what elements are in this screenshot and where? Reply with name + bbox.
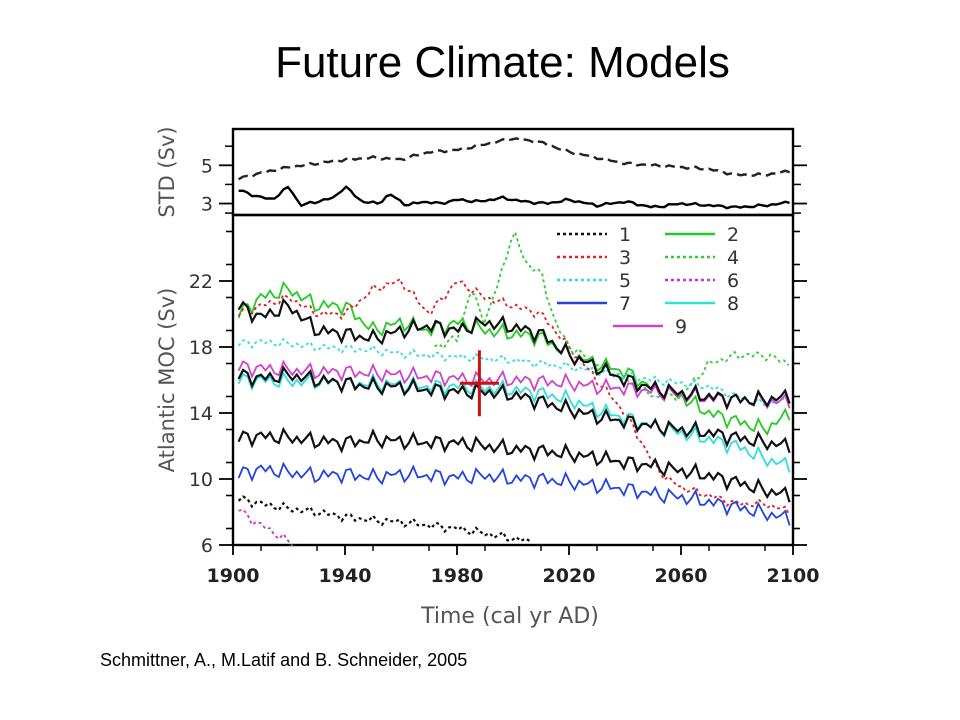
legend-label-8: 8 [727, 293, 739, 315]
moc-series-2 [237, 280, 791, 436]
x-tick-label: 2060 [655, 565, 708, 587]
moc-series-3 [237, 277, 791, 517]
moc-series-9 [237, 359, 791, 411]
x-tick-label: 1900 [207, 565, 260, 587]
y-tick-label: 18 [189, 337, 213, 359]
legend-label-6: 6 [727, 270, 739, 292]
y-tick-label: 22 [189, 271, 213, 293]
bottom-panel-series [237, 229, 791, 547]
top-y-axis-label: STD (Sv) [155, 126, 179, 217]
x-axis-label: Time (cal yr AD) [420, 604, 599, 629]
x-tick-label: 1980 [431, 565, 484, 587]
legend-label-5: 5 [619, 270, 631, 292]
legend-label-2: 2 [727, 224, 739, 246]
legend-label-1: 1 [619, 224, 631, 246]
legend-label-3: 3 [619, 247, 631, 269]
top-panel-series [237, 137, 791, 210]
x-tick-label: 2100 [767, 565, 820, 587]
y-tick-label: 6 [201, 535, 213, 557]
std-series-solid [238, 185, 790, 210]
moc-series-black-11 [237, 426, 791, 503]
top-y-tick-label: 3 [201, 194, 213, 216]
bottom-panel-frame [231, 213, 795, 547]
legend-label-9: 9 [675, 316, 687, 338]
moc-series-5 [237, 337, 791, 409]
moc-series-1 [237, 495, 531, 543]
x-tick-label: 1940 [319, 565, 372, 587]
bottom-y-axis-label: Atlantic MOC (Sv) [155, 288, 179, 473]
y-tick-label: 10 [189, 469, 213, 491]
legend: 1 2 3 4 5 6 7 8 9 [557, 224, 739, 338]
moc-series-8 [237, 371, 791, 473]
moc-series-6 [238, 508, 294, 547]
x-tick-label: 2020 [543, 565, 596, 587]
moc-series-7 [237, 461, 791, 526]
std-series-dashed [237, 137, 791, 181]
moc-series-4 [434, 229, 790, 403]
y-tick-label: 14 [189, 403, 213, 425]
top-y-tick-label: 5 [201, 155, 213, 177]
moc-series-black-10 [237, 365, 791, 454]
observation-marker [459, 350, 499, 417]
legend-label-7: 7 [619, 293, 631, 315]
citation: Schmittner, A., M.Latif and B. Schneider… [100, 650, 468, 670]
slide-title: Future Climate: Models [275, 38, 730, 87]
moc-series-black-9 [237, 297, 791, 411]
legend-label-4: 4 [727, 247, 739, 269]
tick-marks [219, 145, 807, 555]
